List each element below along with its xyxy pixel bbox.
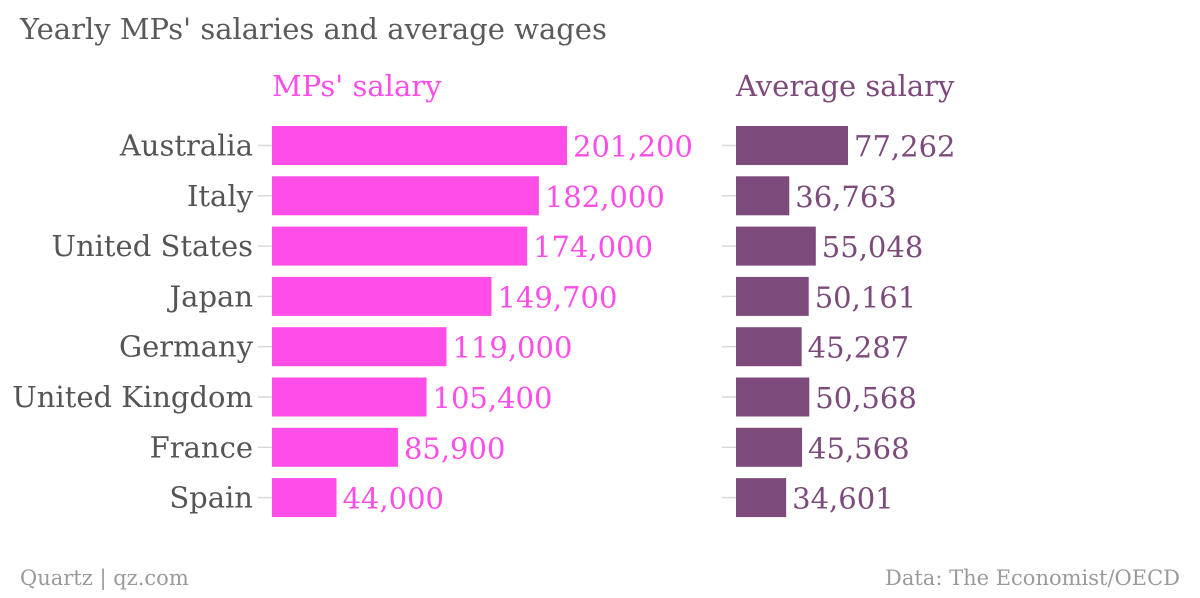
data-label: 182,000 [545, 180, 665, 214]
data-label: 149,700 [497, 280, 617, 314]
data-label: 45,287 [808, 331, 909, 365]
bar [272, 226, 528, 266]
data-label: 44,000 [343, 482, 444, 516]
bar [736, 478, 787, 518]
category-label: Spain [169, 481, 253, 515]
bar [736, 377, 810, 417]
data-label: 119,000 [452, 331, 572, 365]
footer-source-left: Quartz | qz.com [20, 566, 189, 590]
data-label: 55,048 [822, 230, 923, 264]
bar [736, 327, 802, 367]
bar [272, 478, 337, 518]
category-label: Australia [119, 129, 253, 163]
bar [736, 176, 790, 216]
chart-title: Yearly MPs' salaries and average wages [20, 12, 607, 46]
bar [272, 176, 539, 216]
data-label: 201,200 [573, 130, 693, 164]
bar [736, 226, 816, 266]
data-label: 45,568 [808, 431, 909, 465]
category-label: United Kingdom [12, 380, 253, 414]
category-label: France [150, 430, 253, 464]
bar [736, 427, 803, 467]
category-label: United States [52, 229, 254, 263]
series-title: MPs' salary [272, 69, 442, 103]
category-label: Italy [187, 179, 254, 213]
data-label: 50,568 [815, 381, 916, 415]
bar [272, 327, 447, 367]
bar [736, 276, 809, 316]
data-label: 85,900 [404, 431, 505, 465]
data-label: 34,601 [792, 482, 893, 516]
bar [272, 427, 398, 467]
data-label: 105,400 [433, 381, 553, 415]
data-label: 50,161 [815, 280, 916, 314]
data-label: 174,000 [533, 230, 653, 264]
category-label: Japan [167, 279, 253, 313]
category-label: Germany [119, 330, 254, 364]
data-label: 77,262 [854, 130, 955, 164]
bar [272, 377, 427, 417]
bar [736, 126, 848, 165]
bar [272, 126, 567, 165]
data-label: 36,763 [795, 180, 896, 214]
series-title: Average salary [735, 69, 955, 103]
bar [272, 276, 492, 316]
footer-source-right: Data: The Economist/OECD [885, 566, 1180, 590]
